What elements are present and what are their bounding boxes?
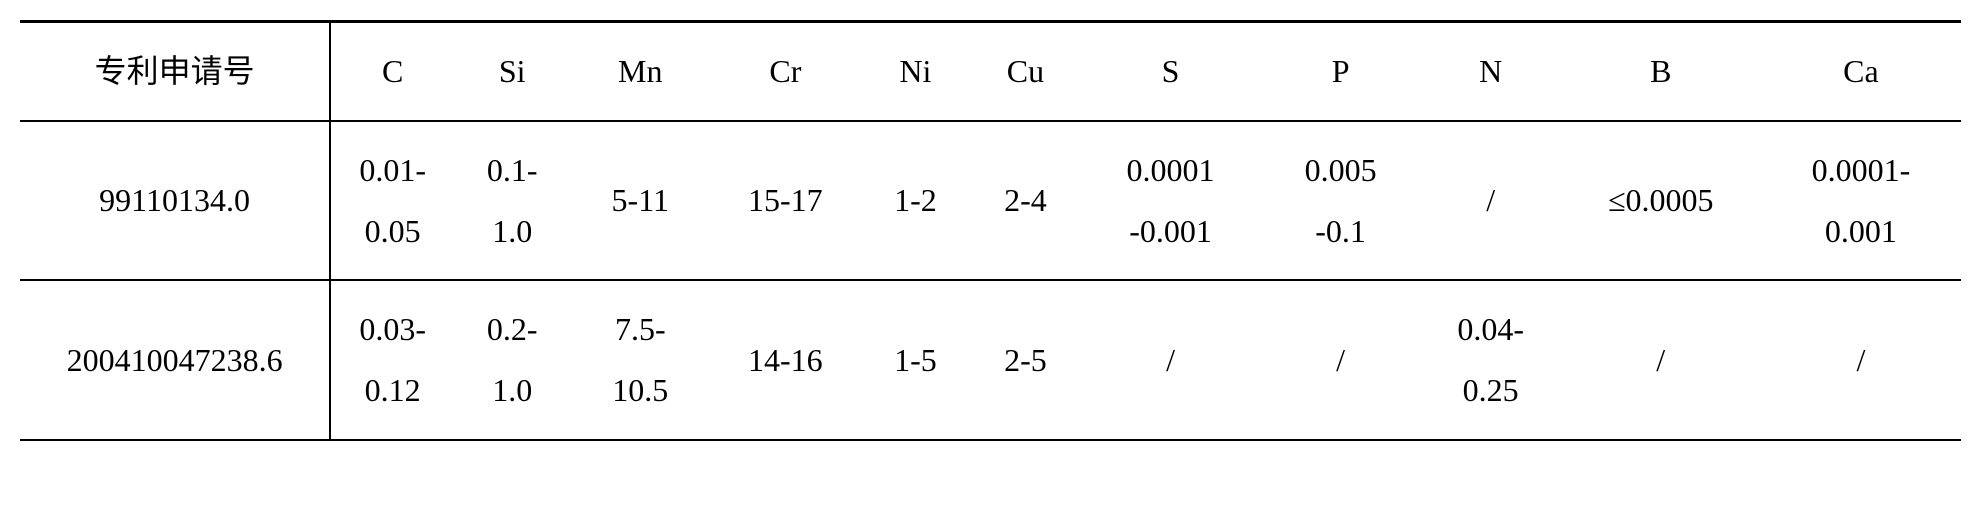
cell-s: / [1080, 280, 1260, 440]
col-header-patent: 专利申请号 [20, 22, 330, 121]
cell-b: ≤0.0005 [1561, 121, 1761, 281]
cell-cr: 15-17 [710, 121, 860, 281]
cell-p: / [1261, 280, 1421, 440]
col-header-ca: Ca [1761, 22, 1961, 121]
cell-patent: 200410047238.6 [20, 280, 330, 440]
col-header-s: S [1080, 22, 1260, 121]
cell-mn: 5-11 [570, 121, 710, 281]
cell-ca: / [1761, 280, 1961, 440]
cell-mn: 7.5-10.5 [570, 280, 710, 440]
cell-cu: 2-5 [970, 280, 1080, 440]
col-header-si: Si [454, 22, 570, 121]
cell-c: 0.03-0.12 [330, 280, 454, 440]
table-row: 200410047238.6 0.03-0.12 0.2-1.0 7.5-10.… [20, 280, 1961, 440]
cell-si: 0.2-1.0 [454, 280, 570, 440]
col-header-b: B [1561, 22, 1761, 121]
cell-patent: 99110134.0 [20, 121, 330, 281]
col-header-n: N [1421, 22, 1561, 121]
cell-c: 0.01-0.05 [330, 121, 454, 281]
cell-cr: 14-16 [710, 280, 860, 440]
cell-p: 0.005-0.1 [1261, 121, 1421, 281]
col-header-cr: Cr [710, 22, 860, 121]
col-header-c: C [330, 22, 454, 121]
cell-ni: 1-2 [860, 121, 970, 281]
cell-ca: 0.0001-0.001 [1761, 121, 1961, 281]
cell-b: / [1561, 280, 1761, 440]
cell-ni: 1-5 [860, 280, 970, 440]
col-header-p: P [1261, 22, 1421, 121]
table-header-row: 专利申请号 C Si Mn Cr Ni Cu S P N B Ca [20, 22, 1961, 121]
cell-n: 0.04-0.25 [1421, 280, 1561, 440]
col-header-cu: Cu [970, 22, 1080, 121]
cell-s: 0.0001-0.001 [1080, 121, 1260, 281]
cell-cu: 2-4 [970, 121, 1080, 281]
col-header-ni: Ni [860, 22, 970, 121]
cell-si: 0.1-1.0 [454, 121, 570, 281]
table-row: 99110134.0 0.01-0.05 0.1-1.0 5-11 15-17 … [20, 121, 1961, 281]
composition-table: 专利申请号 C Si Mn Cr Ni Cu S P N B Ca 991101… [20, 20, 1961, 441]
cell-n: / [1421, 121, 1561, 281]
col-header-mn: Mn [570, 22, 710, 121]
